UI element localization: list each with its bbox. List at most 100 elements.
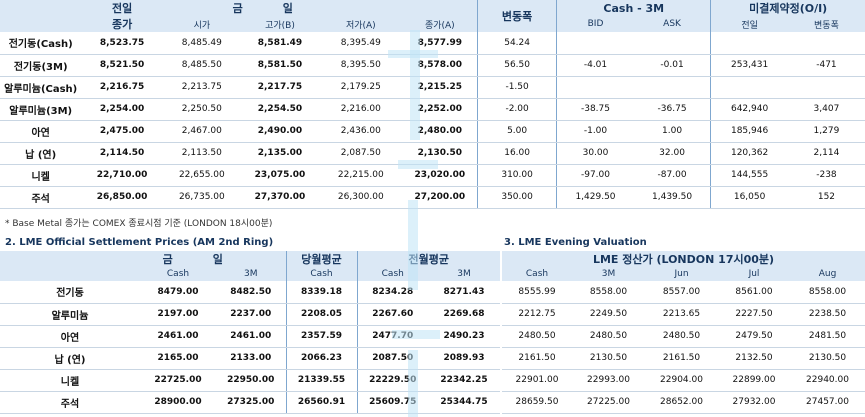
cash-value: 28659.50 <box>502 391 572 414</box>
low-value: 8,395.50 <box>319 54 403 77</box>
s2-header-today-1: 금 <box>162 253 213 266</box>
open-value: 2,213.75 <box>162 76 241 99</box>
jul-value: 2132.50 <box>718 347 790 370</box>
subheader-ask: ASK <box>633 16 711 32</box>
row-label: 납 (연) <box>0 347 140 370</box>
row-label: 전기동(Cash) <box>0 32 82 55</box>
bid-value: -4.01 <box>556 54 634 77</box>
oi-change-value <box>787 76 865 99</box>
open-value: 26,735.00 <box>162 186 241 209</box>
bid-value: 30.00 <box>556 142 634 165</box>
evening-valuation-table: LME 정산가 (LONDON 17시00분) Cash 3M Jun Jul … <box>502 251 865 414</box>
3m-value: 2133.00 <box>216 347 286 370</box>
section3-title: 3. LME Evening Valuation <box>504 237 647 248</box>
s2-header-today: 금일 <box>140 251 286 267</box>
monthly-avg-cash-value: 2357.59 <box>285 325 357 348</box>
subheader-blank <box>0 16 82 32</box>
table-row: 아연 2,475.00 2,467.00 2,490.00 2,436.00 2,480.… <box>0 120 865 143</box>
aug-value: 27457.00 <box>790 391 865 414</box>
open-value: 2,113.50 <box>162 142 241 165</box>
prev-month-avg-cash-value: 8234.28 <box>356 281 428 304</box>
s3-sub-3m: 3M <box>572 267 645 281</box>
table-row: 납 (연) 2165.00 2133.00 2066.23 2087.50 2089.93 <box>0 347 501 370</box>
prev-month-avg-cash-value: 22229.50 <box>356 369 428 392</box>
bid-value: 1,429.50 <box>556 186 634 209</box>
oi-change-value: 1,279 <box>787 120 865 143</box>
jul-value: 27932.00 <box>718 391 790 414</box>
prev-month-avg-cash-value: 25609.75 <box>356 391 428 414</box>
header-blank <box>0 0 82 16</box>
cash-value: 2165.00 <box>140 347 216 370</box>
aug-value: 2130.50 <box>790 347 865 370</box>
ask-value: -36.75 <box>633 98 711 121</box>
table-row: 2480.50 2480.50 2480.50 2479.50 2481.50 <box>502 325 865 348</box>
high-value: 8,581.50 <box>240 54 320 77</box>
subheader-open: 시가 <box>162 16 241 32</box>
ask-value <box>633 76 711 99</box>
table-row: 아연 2461.00 2461.00 2357.59 2477.70 2490.23 <box>0 325 501 348</box>
change-value: 310.00 <box>476 164 557 187</box>
3m-value: 2480.50 <box>572 325 645 348</box>
change-value: 5.00 <box>476 120 557 143</box>
high-value: 2,217.75 <box>240 76 320 99</box>
s2-header-monthly-avg: 당월평균 <box>285 251 357 267</box>
open-value: 2,467.00 <box>162 120 241 143</box>
high-value: 2,254.50 <box>240 98 320 121</box>
table-row: 22901.00 22993.00 22904.00 22899.00 22940.00 <box>502 369 865 392</box>
prev-month-avg-3m-value: 8271.43 <box>428 281 501 304</box>
cash-value: 2480.50 <box>502 325 572 348</box>
aug-value: 8558.00 <box>790 281 865 304</box>
table-row: 전기동 8479.00 8482.50 8339.18 8234.28 8271.43 <box>0 281 501 304</box>
3m-value: 22993.00 <box>572 369 645 392</box>
close-value: 23,020.00 <box>402 164 478 187</box>
header-change <box>402 0 478 16</box>
cash-value: 2461.00 <box>140 325 216 348</box>
header-today-1: 금 <box>232 2 283 15</box>
header-cash3m: Cash - 3M <box>556 0 711 16</box>
prev-month-avg-3m-value: 2089.93 <box>428 347 501 370</box>
row-label: 니켈 <box>0 164 82 187</box>
s3-sub-jun: Jun <box>645 267 718 281</box>
low-value: 26,300.00 <box>319 186 403 209</box>
monthly-avg-cash-value: 2208.05 <box>285 303 357 326</box>
table-row: 알루미늄(3M) 2,254.00 2,250.50 2,254.50 2,216.00… <box>0 98 865 121</box>
oi-prev-value <box>710 32 788 55</box>
3m-value: 27225.00 <box>572 391 645 414</box>
3m-value: 8558.00 <box>572 281 645 304</box>
prev-close-value: 2,475.00 <box>81 120 163 143</box>
monthly-avg-cash-value: 26560.91 <box>285 391 357 414</box>
table-row: 전기동(Cash) 8,523.75 8,485.49 8,581.49 8,395.4… <box>0 32 865 55</box>
s2-sub-cash: Cash <box>140 267 216 281</box>
table-row: 주석 26,850.00 26,735.00 27,370.00 26,300.00 27… <box>0 186 865 209</box>
open-value: 2,250.50 <box>162 98 241 121</box>
subheader-oi-prev: 전일 <box>710 16 788 32</box>
s2-sub-avg-cash: Cash <box>285 267 357 281</box>
open-value: 22,655.00 <box>162 164 241 187</box>
jul-value: 8561.00 <box>718 281 790 304</box>
s2-sub-3m: 3M <box>216 267 286 281</box>
header-today-2: 일 <box>282 2 333 15</box>
ask-value: -0.01 <box>633 54 711 77</box>
s2-header-blank <box>0 251 140 267</box>
change-value: -1.50 <box>476 76 557 99</box>
bid-value: -1.00 <box>556 120 634 143</box>
oi-change-value: -471 <box>787 54 865 77</box>
change-value: 56.50 <box>476 54 557 77</box>
high-value: 2,135.00 <box>240 142 320 165</box>
3m-value: 2237.00 <box>216 303 286 326</box>
section2-title: 2. LME Official Settlement Prices (AM 2n… <box>5 237 274 248</box>
change-value: -2.00 <box>476 98 557 121</box>
table-row: 납 (연) 2,114.50 2,113.50 2,135.00 2,087.50 2,1… <box>0 142 865 165</box>
s2-sub-blank <box>0 267 140 281</box>
subheader-oi-change: 변동폭 <box>787 16 865 32</box>
prev-month-avg-3m-value: 22342.25 <box>428 369 501 392</box>
monthly-avg-cash-value: 21339.55 <box>285 369 357 392</box>
s2-header-prev-month-avg: 전월평균 <box>356 251 501 267</box>
jun-value: 22904.00 <box>645 369 718 392</box>
oi-prev-value: 642,940 <box>710 98 788 121</box>
jul-value: 22899.00 <box>718 369 790 392</box>
prev-close-value: 2,114.50 <box>81 142 163 165</box>
jul-value: 2479.50 <box>718 325 790 348</box>
jul-value: 2227.50 <box>718 303 790 326</box>
aug-value: 2481.50 <box>790 325 865 348</box>
